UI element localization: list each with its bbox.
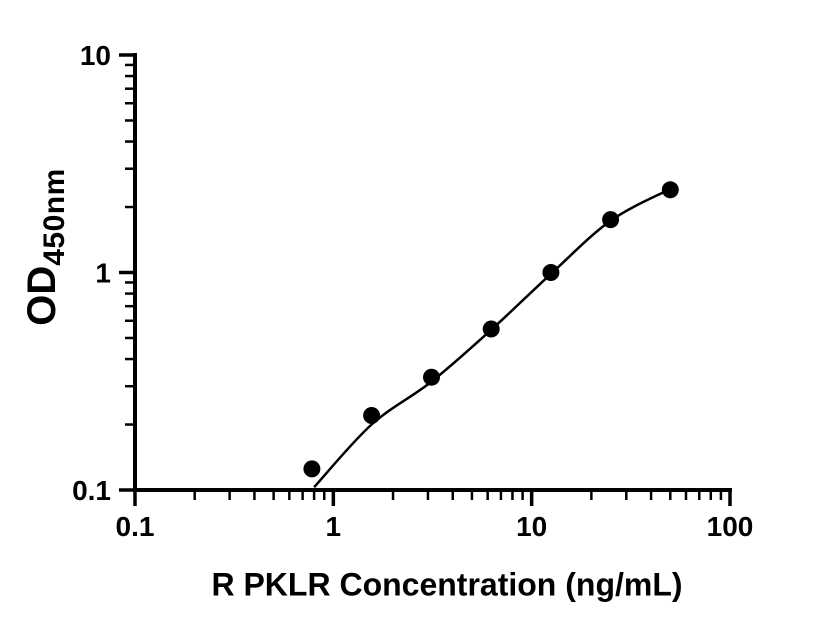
x-tick-label: 10 bbox=[516, 511, 547, 542]
fit-curve bbox=[313, 187, 671, 489]
data-point bbox=[363, 407, 381, 424]
data-point bbox=[423, 368, 440, 386]
y-axis-title: OD450nm bbox=[20, 168, 72, 326]
x-axis-title: R PKLR Concentration (ng/mL) bbox=[211, 566, 683, 603]
x-tick-label: 100 bbox=[707, 511, 754, 542]
data-point bbox=[602, 211, 620, 229]
data-point bbox=[482, 320, 500, 338]
y-axis-title-main: OD bbox=[20, 265, 64, 326]
y-tick-label: 10 bbox=[80, 40, 111, 71]
y-tick-label: 0.1 bbox=[72, 475, 111, 506]
y-tick-label: 1 bbox=[95, 258, 111, 289]
x-tick-label: 1 bbox=[326, 511, 342, 542]
data-point bbox=[303, 460, 321, 478]
x-tick-label: 0.1 bbox=[116, 511, 155, 542]
data-point bbox=[661, 181, 679, 199]
data-point bbox=[542, 264, 560, 281]
y-axis-title-subscript: 450nm bbox=[38, 168, 71, 266]
